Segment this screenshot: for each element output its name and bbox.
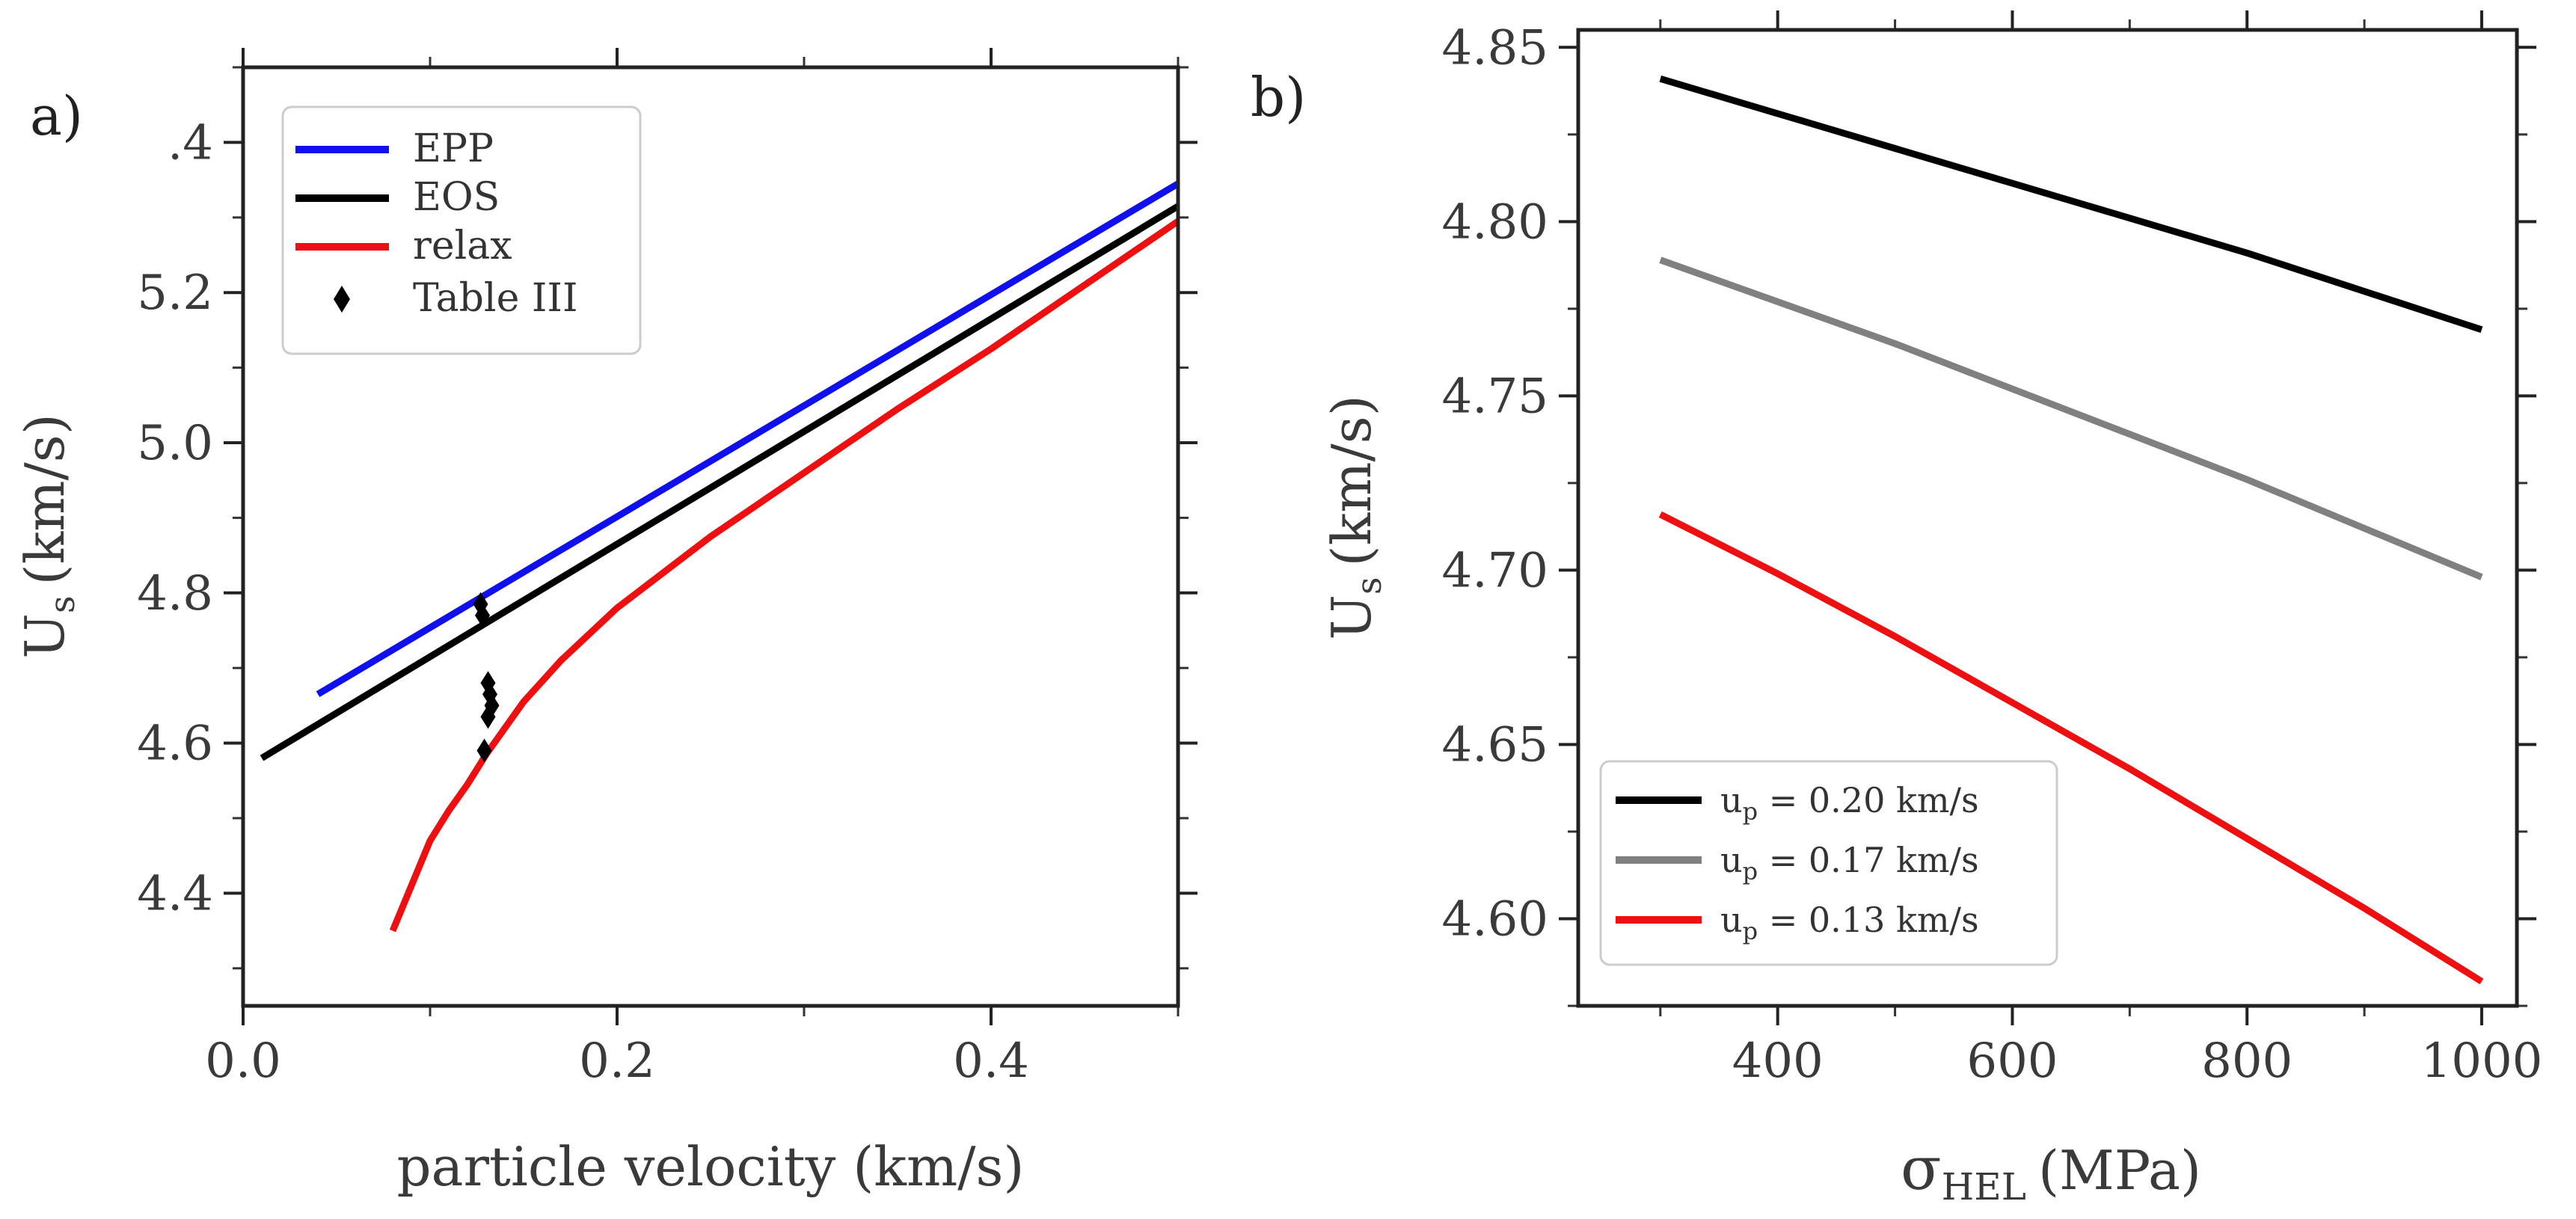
table-iii-point <box>475 603 490 627</box>
xtick-label-b: 1000 <box>2421 1034 2543 1089</box>
legend-up013-main: u <box>1720 900 1743 940</box>
xtick-label-a: 0.0 <box>205 1034 281 1089</box>
legend-up020-main: u <box>1720 780 1743 820</box>
panel-b-series <box>1658 75 2484 985</box>
panel-b-xlabel-main: σ <box>1901 1134 1942 1203</box>
legend-up013-rest: = 0.13 km/s <box>1758 900 1978 940</box>
series-line-b-2 <box>1658 511 2484 985</box>
panel-a-ylabel-units: (km/s) <box>13 414 76 585</box>
panel-b-xlabel-units: (MPa) <box>2038 1139 2201 1202</box>
panel-a-legend: EPP EOS relax Table III <box>281 105 642 355</box>
legend-up017-sub: p <box>1743 857 1758 885</box>
panel-b-ylabel-sub: s <box>1349 577 1389 595</box>
legend-eos-label: EOS <box>413 175 500 220</box>
ytick-label-b: 4.70 <box>1442 543 1549 598</box>
panel-a-ylabel-main: U <box>13 613 76 659</box>
legend-up020-rest: = 0.20 km/s <box>1758 780 1978 820</box>
panel-b-frame <box>1576 28 2519 1008</box>
panel-b: b) 4.60 4.65 4.70 4.75 4.80 4.85 400 600 800 1000… <box>1251 10 2542 1209</box>
ytick-label-b: 4.65 <box>1442 717 1549 773</box>
legend-up017-main: u <box>1720 840 1743 880</box>
ytick-label-b: 4.80 <box>1442 194 1549 250</box>
xtick-label-a: 0.4 <box>953 1034 1029 1089</box>
table-iii-point <box>480 704 496 729</box>
xtick-label-b: 400 <box>1732 1034 1824 1089</box>
series-line-a-0 <box>316 180 1180 698</box>
ytick-label-a: 4.6 <box>137 716 213 772</box>
ytick-label-a: 4.8 <box>137 566 213 621</box>
panel-a-ylabel-sub: s <box>42 596 82 614</box>
panel-b-ylabel-main: U <box>1320 595 1383 640</box>
panel-a-markers <box>473 592 500 763</box>
ytick-label-a: 5.2 <box>137 265 213 321</box>
ytick-label-a: 5.0 <box>137 416 213 471</box>
table-iii-point <box>476 738 492 763</box>
legend-table-iii-label: Table III <box>413 276 578 321</box>
legend-up013-label: up = 0.13 km/s <box>1720 900 1979 945</box>
series-line-a-2 <box>389 218 1180 933</box>
svg-text:Us(km/s): Us (km/s) <box>1320 395 1389 640</box>
series-line-b-0 <box>1659 75 2483 334</box>
panel-b-xlabel-sub: HEL <box>1942 1165 2026 1209</box>
svg-text:σHEL(MPa): σHEL (MPa) <box>1901 1134 2201 1209</box>
panel-b-xlabel: σHEL (MPa) <box>1901 1134 2201 1209</box>
panel-a-frame <box>241 65 1180 1008</box>
svg-text:Us(km/s): Us (km/s) <box>13 414 82 659</box>
panel-a-series <box>260 180 1180 933</box>
panel-a-xlabel: particle velocity (km/s) <box>396 1135 1024 1198</box>
panel-a-ylabel: Us (km/s) <box>13 414 82 659</box>
legend-table-iii-marker <box>334 286 350 313</box>
panel-b-ylabel-units: (km/s) <box>1320 395 1383 566</box>
panel-b-label: b) <box>1251 66 1306 129</box>
legend-epp-label: EPP <box>413 126 494 171</box>
legend-up017-label: up = 0.17 km/s <box>1720 840 1979 885</box>
panel-a-legend-box <box>281 105 642 355</box>
panel-b-legend: up = 0.20 km/s up = 0.17 km/s up = 0.13 … <box>1599 760 2058 966</box>
xtick-label-b: 800 <box>2201 1034 2293 1089</box>
panel-b-legend-box <box>1599 760 2058 966</box>
legend-up013-sub: p <box>1743 917 1758 945</box>
legend-up020-sub: p <box>1743 797 1758 826</box>
ytick-label-b: 4.75 <box>1442 369 1549 424</box>
panel-a-label: a) <box>30 85 83 147</box>
panel-b-ylabel: Us (km/s) <box>1320 395 1389 640</box>
xtick-label-b: 600 <box>1966 1034 2058 1089</box>
ytick-label-a: 4.4 <box>137 866 213 921</box>
series-line-a-1 <box>260 203 1180 761</box>
ytick-label-b: 4.85 <box>1442 20 1549 76</box>
legend-up020-label: up = 0.20 km/s <box>1720 780 1979 826</box>
series-line-b-1 <box>1659 257 2483 580</box>
xtick-label-a: 0.2 <box>579 1034 655 1089</box>
legend-up017-rest: = 0.17 km/s <box>1758 840 1978 880</box>
ytick-label-a: .4 <box>168 115 213 171</box>
ytick-label-b: 4.60 <box>1442 891 1549 947</box>
panel-a: a) 4.4 4.6 4.8 5.0 5.2 .4 0.0 0.2 0.4 particle v… <box>13 48 1197 1198</box>
legend-relax-label: relax <box>413 224 512 268</box>
